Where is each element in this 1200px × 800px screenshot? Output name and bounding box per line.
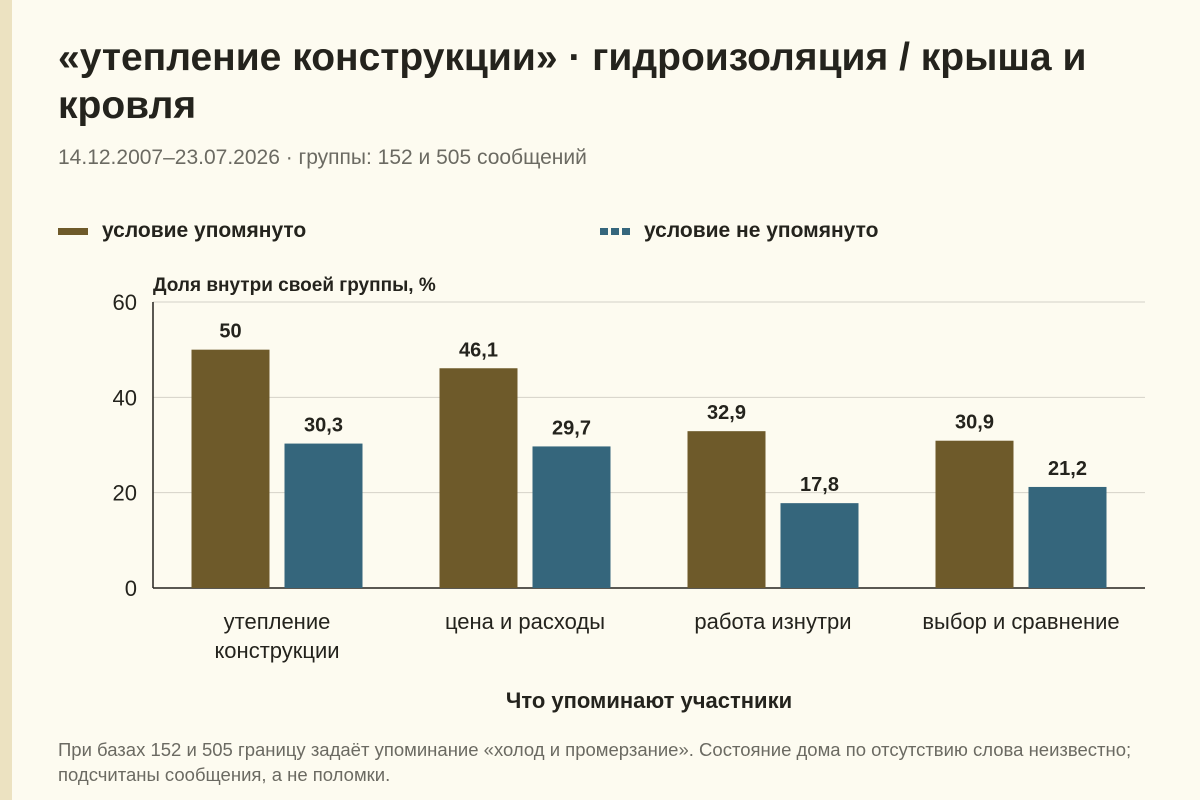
bar <box>935 440 1014 588</box>
legend-label-not-mentioned: условие не упомянуто <box>644 219 879 242</box>
footnote: При базах 152 и 505 границу задаёт упоми… <box>58 739 1132 785</box>
legend-swatch-mentioned <box>58 227 88 235</box>
bar-value-label: 29,7 <box>552 417 591 439</box>
bar <box>439 368 518 588</box>
bar-value-label: 46,1 <box>459 339 498 361</box>
x-tick-label: конструкции <box>214 638 339 663</box>
x-tick-label: выбор и сравнение <box>922 609 1119 634</box>
y-tick-label: 40 <box>113 385 137 410</box>
legend-swatch-not-mentioned <box>600 227 630 235</box>
bar <box>780 503 859 588</box>
x-tick-label: работа изнутри <box>694 609 851 634</box>
page-title: «утепление конструкции» · гидроизоляция … <box>58 36 1087 127</box>
x-tick-label: утепление <box>224 609 331 634</box>
y-axis-title: Доля внутри своей группы, % <box>153 275 436 296</box>
bar-value-label: 32,9 <box>707 402 746 424</box>
y-tick-label: 0 <box>125 576 137 601</box>
y-tick-label: 60 <box>113 290 137 315</box>
x-tick-label: цена и расходы <box>445 609 605 634</box>
page-subtitle: 14.12.2007–23.07.2026 · группы: 152 и 50… <box>58 146 587 169</box>
legend-item-not-mentioned: условие не упомянуто <box>600 219 878 243</box>
y-tick-label: 20 <box>113 481 137 506</box>
bar <box>191 349 270 588</box>
bar-value-label: 21,2 <box>1048 458 1087 480</box>
bar-value-label: 17,8 <box>800 474 839 496</box>
legend-label-mentioned: условие упомянуто <box>102 219 307 242</box>
bar-value-label: 30,3 <box>304 415 343 437</box>
bar <box>687 431 766 588</box>
bar <box>1028 486 1107 588</box>
bar-value-label: 50 <box>219 321 241 343</box>
bar <box>532 446 611 588</box>
legend-item-mentioned: условие упомянуто <box>58 219 306 243</box>
x-axis-title: Что упоминают участники <box>506 688 792 713</box>
bar <box>284 443 363 588</box>
left-accent-stripe <box>0 0 12 800</box>
bar-value-label: 30,9 <box>955 412 994 434</box>
